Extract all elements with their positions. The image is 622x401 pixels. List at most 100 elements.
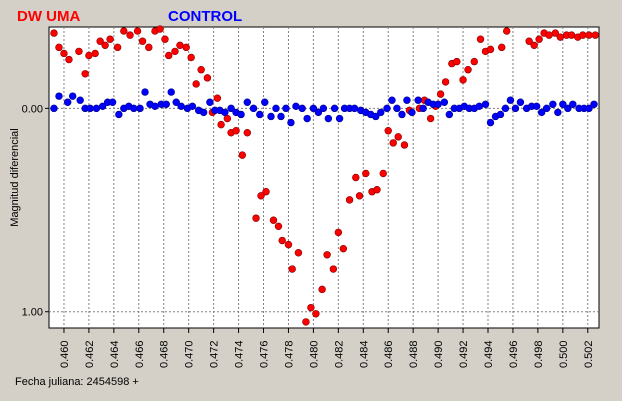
dw-uma-point — [362, 169, 370, 178]
control-point — [590, 100, 598, 108]
y-tick-label: 1.00 — [22, 307, 43, 319]
dw-uma-point — [278, 236, 286, 245]
dw-uma-point — [187, 53, 195, 62]
dw-uma-point — [470, 57, 478, 66]
dw-uma-point — [436, 90, 445, 98]
x-tick-label: 0.460 — [59, 340, 71, 368]
control-point — [388, 96, 396, 104]
control-point — [403, 96, 411, 104]
dw-uma-point — [203, 74, 212, 82]
control-point — [516, 98, 525, 106]
x-tick-label: 0.464 — [109, 340, 121, 368]
y-axis-label: Magnitud diferencial — [9, 128, 21, 226]
dw-uma-point — [223, 114, 232, 123]
control-point — [324, 114, 333, 123]
dw-uma-point — [217, 120, 225, 129]
control-point — [414, 96, 422, 104]
x-tick-label: 0.462 — [84, 340, 96, 368]
control-point — [434, 100, 442, 108]
dw-uma-point — [530, 41, 538, 50]
dw-uma-point — [101, 41, 109, 50]
dw-uma-point — [156, 25, 164, 33]
control-point — [537, 108, 546, 117]
dw-uma-point — [274, 222, 283, 231]
x-tick-label: 0.502 — [583, 340, 595, 368]
dw-uma-point — [85, 51, 93, 60]
control-point — [256, 110, 264, 119]
dw-uma-point — [81, 70, 89, 78]
control-point — [172, 98, 180, 106]
dw-uma-point — [334, 228, 343, 237]
control-point — [501, 104, 510, 113]
control-point — [475, 102, 483, 111]
dw-uma-point — [453, 57, 461, 66]
dw-uma-point — [60, 49, 68, 58]
control-point — [486, 118, 495, 127]
control-point — [559, 100, 567, 108]
control-point — [282, 104, 290, 113]
dw-uma-point — [302, 318, 310, 326]
dw-uma-point — [525, 37, 533, 45]
control-point — [569, 100, 577, 108]
control-point — [177, 102, 185, 111]
dw-uma-point — [551, 29, 560, 37]
dw-uma-point — [503, 27, 511, 35]
dw-uma-point — [400, 141, 409, 149]
dw-uma-point — [318, 285, 326, 294]
control-point — [188, 102, 197, 111]
dw-uma-point — [288, 265, 296, 273]
dw-uma-point — [486, 45, 495, 54]
x-tick-label: 0.466 — [134, 340, 146, 368]
control-point — [398, 110, 406, 119]
dw-uma-point — [192, 80, 200, 88]
dw-uma-point — [65, 55, 73, 64]
dw-uma-point — [252, 214, 260, 222]
control-point — [350, 104, 359, 113]
control-point — [445, 110, 454, 119]
control-point — [141, 88, 149, 96]
control-point — [108, 98, 117, 106]
x-tick-label: 0.484 — [358, 340, 370, 368]
control-point — [319, 104, 328, 113]
control-point — [261, 98, 269, 106]
dw-uma-point — [312, 310, 320, 318]
dw-uma-point — [591, 31, 599, 39]
x-tick-label: 0.492 — [458, 340, 470, 368]
control-point — [86, 104, 94, 113]
legend-series-1: DW UMA — [17, 8, 81, 25]
control-point — [564, 104, 572, 113]
dw-uma-point — [294, 249, 303, 257]
dw-uma-point — [138, 37, 147, 45]
control-point — [50, 104, 58, 113]
control-point — [496, 110, 505, 119]
control-point — [167, 88, 175, 96]
control-point — [237, 110, 245, 119]
y-tick-label: 0.00 — [22, 103, 43, 115]
control-point — [330, 104, 339, 113]
control-point — [267, 112, 275, 121]
dw-uma-point — [165, 51, 173, 60]
control-point — [151, 102, 159, 111]
legend-series-2: CONTROL — [168, 8, 243, 25]
control-point — [221, 108, 229, 117]
control-point — [532, 102, 541, 111]
dw-uma-point — [394, 133, 402, 141]
x-tick-label: 0.478 — [283, 340, 295, 368]
dw-uma-point — [161, 35, 169, 43]
dw-uma-point — [55, 43, 63, 52]
dw-uma-point — [352, 173, 360, 182]
control-point — [506, 96, 515, 104]
dw-uma-point — [339, 244, 348, 253]
control-point — [335, 114, 344, 123]
control-point — [243, 98, 251, 106]
dw-uma-point — [126, 31, 134, 39]
x-tick-label: 0.482 — [333, 340, 345, 368]
dw-uma-point — [329, 265, 338, 273]
dw-uma-point — [176, 41, 184, 50]
control-point — [287, 118, 295, 127]
control-point — [55, 92, 63, 100]
control-point — [585, 104, 593, 113]
control-point — [481, 100, 490, 108]
control-point — [206, 98, 214, 106]
